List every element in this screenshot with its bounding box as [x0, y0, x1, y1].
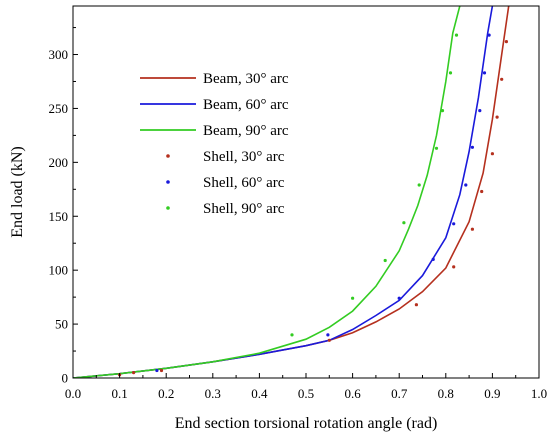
plot-frame [72, 5, 540, 379]
x-tick-label: 0.6 [344, 386, 361, 401]
y-tick-label: 150 [49, 209, 69, 224]
y-tick-label: 300 [49, 47, 69, 62]
series-4-point [470, 145, 474, 149]
legend-label: Shell, 30° arc [203, 149, 285, 165]
x-axis-title: End section torsional rotation angle (ra… [175, 415, 438, 432]
series-4-point [431, 257, 435, 261]
legend: Beam, 30° arc Beam, 60° arc Beam, 90° arc S… [140, 71, 289, 217]
series-4-point [478, 109, 482, 113]
series-3-point [414, 303, 418, 307]
series-4-point [397, 296, 401, 300]
series-5-point [448, 71, 453, 75]
series-3-point [495, 115, 499, 119]
series-4-point [452, 222, 456, 226]
legend-label: Beam, 30° arc [203, 71, 289, 87]
x-tick-label: 1.0 [531, 386, 547, 401]
series-3-point [504, 40, 508, 44]
series-5-point [417, 183, 421, 187]
series-5-point [290, 333, 294, 337]
x-tick-label: 0.7 [391, 386, 408, 401]
legend-label: Shell, 90° arc [203, 201, 285, 217]
legend-label: Beam, 60° arc [203, 97, 289, 113]
legend-label: Shell, 60° arc [203, 175, 285, 191]
series-4-point [155, 368, 159, 373]
x-tick-label: 0.8 [438, 386, 454, 401]
series-5-point [351, 296, 355, 300]
y-tick-label: 100 [49, 263, 69, 278]
series-5-point [434, 146, 439, 150]
series-4-point [482, 71, 487, 75]
series-3-point [132, 371, 136, 375]
series-4-point [464, 183, 468, 187]
axes-layer: 0.0 0.1 0.2 0.3 0.4 0.5 0.6 0.7 0.8 0.9 1.0 0 50 100 1… [49, 5, 547, 401]
series-4-point [487, 33, 491, 37]
x-tick-label: 0.2 [158, 386, 174, 401]
series-3-point [327, 338, 331, 342]
series-5-point [402, 221, 406, 225]
series-line-0 [73, 6, 510, 378]
series-5-point [454, 33, 459, 37]
series-line-2 [73, 6, 461, 378]
legend-marker-swatch [166, 206, 170, 210]
legend-marker-swatch [166, 180, 170, 184]
series-layer [73, 6, 510, 378]
series-4-point [326, 333, 330, 337]
series-3-point [470, 227, 474, 231]
y-tick-label: 200 [49, 155, 69, 170]
y-tick-label: 250 [49, 101, 69, 116]
x-tick-label: 0.9 [484, 386, 500, 401]
x-tick-label: 0.4 [251, 386, 268, 401]
x-tick-label: 0.3 [205, 386, 221, 401]
series-5-point [383, 258, 387, 263]
x-tick-label: 0.5 [298, 386, 314, 401]
y-tick-label: 50 [55, 317, 68, 332]
series-3-point [452, 265, 456, 269]
x-tick-label: 0.0 [65, 386, 81, 401]
y-axis-title: End load (kN) [9, 146, 26, 238]
series-3-point [480, 189, 484, 194]
legend-label: Beam, 90° arc [203, 123, 289, 139]
x-tick-label: 0.1 [111, 386, 127, 401]
series-5-point [440, 109, 445, 113]
series-3-point [159, 368, 164, 373]
series-line-1 [73, 6, 494, 378]
series-3-point [490, 152, 494, 156]
legend-marker-swatch [166, 154, 170, 158]
y-tick-label: 0 [62, 371, 69, 386]
series-3-point [500, 77, 504, 81]
